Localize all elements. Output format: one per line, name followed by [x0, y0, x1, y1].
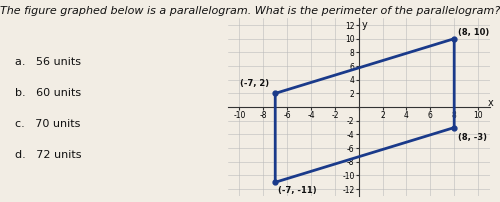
Text: (8, 10): (8, 10) [458, 28, 489, 37]
Text: (-7, 2): (-7, 2) [240, 79, 270, 88]
Text: a.   56 units: a. 56 units [15, 57, 81, 67]
Text: The figure graphed below is a parallelogram. What is the perimeter of the parall: The figure graphed below is a parallelog… [0, 6, 500, 16]
Text: d.   72 units: d. 72 units [15, 150, 82, 161]
Text: x: x [488, 98, 494, 108]
Text: (-7, -11): (-7, -11) [278, 186, 316, 195]
Text: b.   60 units: b. 60 units [15, 88, 81, 98]
Text: c.   70 units: c. 70 units [15, 119, 80, 129]
Text: (8, -3): (8, -3) [458, 133, 487, 142]
Text: y: y [362, 20, 368, 30]
